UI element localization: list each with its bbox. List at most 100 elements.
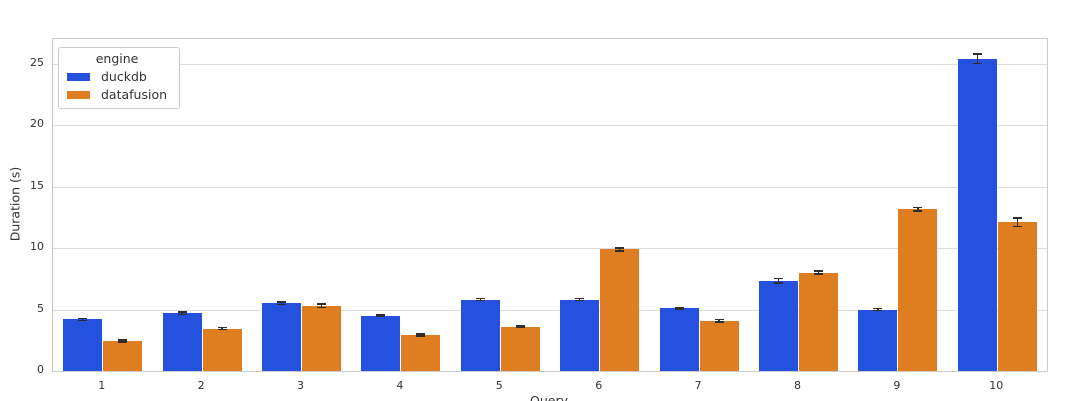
errorbar-cap-top bbox=[873, 307, 883, 310]
errorbar-cap-top bbox=[674, 306, 684, 309]
errorbar-datafusion-q10 bbox=[1016, 217, 1019, 227]
bar-datafusion-q7 bbox=[699, 320, 739, 371]
gridline-y10 bbox=[53, 248, 1047, 250]
bar-datafusion-q2 bbox=[202, 328, 242, 371]
plot-area bbox=[52, 38, 1048, 372]
errorbar-cap-bottom bbox=[475, 299, 485, 302]
errorbar-cap-top bbox=[913, 206, 923, 209]
duckdb-color-swatch bbox=[67, 72, 90, 81]
bar-datafusion-q5 bbox=[500, 326, 540, 371]
errorbar-datafusion-q7 bbox=[718, 319, 720, 322]
legend-label-duckdb: duckdb bbox=[101, 69, 147, 84]
bar-datafusion-q9 bbox=[898, 209, 938, 371]
bar-datafusion-q8 bbox=[799, 272, 838, 371]
bar-duckdb-q7 bbox=[659, 308, 699, 371]
x-tick-3: 3 bbox=[297, 379, 304, 392]
y-tick-20: 20 bbox=[30, 117, 44, 131]
errorbar-cap-bottom bbox=[913, 210, 923, 213]
errorbar-cap-bottom bbox=[515, 326, 525, 329]
errorbar-duckdb-q5 bbox=[479, 298, 482, 301]
x-tick-1: 1 bbox=[98, 379, 106, 392]
x-axis-label: Query bbox=[530, 393, 568, 401]
y-tick-0: 0 bbox=[37, 363, 44, 376]
errorbar-cap-bottom bbox=[615, 249, 625, 252]
bar-duckdb-q8 bbox=[759, 280, 798, 371]
errorbar-cap-bottom bbox=[317, 306, 326, 309]
errorbar-cap-bottom bbox=[277, 303, 286, 306]
gridline-y5 bbox=[53, 309, 1047, 311]
x-tick-9: 9 bbox=[893, 379, 901, 392]
x-tick-7: 7 bbox=[694, 379, 702, 392]
x-tick-10: 10 bbox=[989, 379, 1004, 392]
x-tick-2: 2 bbox=[197, 379, 205, 392]
errorbar-cap-bottom bbox=[774, 282, 783, 284]
errorbar-cap-top bbox=[475, 297, 485, 300]
y-tick-10: 10 bbox=[30, 240, 44, 254]
errorbar-duckdb-q6 bbox=[578, 298, 581, 301]
errorbar-datafusion-q6 bbox=[618, 247, 621, 251]
x-tick-6: 6 bbox=[595, 379, 603, 392]
legend-entry-datafusion: datafusion bbox=[67, 87, 167, 102]
errorbar-cap-bottom bbox=[217, 328, 227, 331]
bar-duckdb-q2 bbox=[162, 313, 202, 371]
errorbar-cap-bottom bbox=[814, 273, 823, 275]
errorbar-cap-top bbox=[615, 246, 625, 249]
errorbar-cap-bottom bbox=[575, 299, 585, 302]
errorbar-cap-top bbox=[1012, 217, 1022, 219]
errorbar-cap-top bbox=[277, 301, 286, 303]
bar-duckdb-q5 bbox=[460, 299, 500, 371]
bar-duckdb-q3 bbox=[262, 303, 301, 371]
errorbar-datafusion-q1 bbox=[121, 340, 124, 342]
errorbar-duckdb-q1 bbox=[81, 318, 84, 321]
errorbar-cap-bottom bbox=[1012, 225, 1022, 228]
errorbar-duckdb-q10 bbox=[976, 53, 979, 64]
bar-datafusion-q4 bbox=[401, 334, 441, 371]
errorbar-duckdb-q8 bbox=[777, 278, 780, 283]
errorbar-cap-bottom bbox=[416, 334, 426, 337]
errorbar-datafusion-q9 bbox=[917, 207, 919, 212]
errorbar-cap-top bbox=[575, 297, 585, 300]
errorbar-duckdb-q3 bbox=[280, 302, 283, 305]
legend-entry-duckdb: duckdb bbox=[67, 69, 167, 84]
gridline-y25 bbox=[53, 63, 1047, 65]
errorbar-cap-top bbox=[177, 311, 187, 313]
bar-duckdb-q1 bbox=[63, 319, 103, 371]
bar-datafusion-q6 bbox=[600, 249, 640, 371]
errorbar-cap-bottom bbox=[873, 309, 883, 312]
y-tick-15: 15 bbox=[30, 178, 44, 192]
bar-datafusion-q10 bbox=[997, 222, 1037, 371]
errorbar-cap-top bbox=[774, 277, 783, 280]
errorbar-cap-bottom bbox=[177, 313, 187, 316]
errorbar-cap-top bbox=[317, 303, 326, 305]
y-tick-25: 25 bbox=[30, 55, 44, 69]
errorbar-cap-top bbox=[814, 270, 823, 272]
gridline-y20 bbox=[53, 125, 1047, 127]
errorbar-cap-top bbox=[376, 314, 386, 316]
errorbar-cap-top bbox=[972, 52, 982, 55]
errorbar-cap-bottom bbox=[78, 319, 88, 322]
errorbar-cap-bottom bbox=[674, 308, 684, 310]
errorbar-cap-bottom bbox=[972, 62, 982, 65]
errorbar-cap-bottom bbox=[376, 315, 386, 318]
legend-title: engine bbox=[95, 51, 139, 66]
errorbar-datafusion-q4 bbox=[420, 333, 422, 336]
x-tick-5: 5 bbox=[495, 379, 503, 392]
x-tick-8: 8 bbox=[794, 379, 801, 392]
legend-label-datafusion: datafusion bbox=[101, 87, 168, 102]
errorbar-cap-top bbox=[714, 318, 724, 321]
errorbar-cap-top bbox=[416, 332, 426, 335]
y-tick-5: 5 bbox=[37, 301, 44, 315]
x-tick-4: 4 bbox=[396, 379, 404, 392]
errorbar-cap-top bbox=[217, 326, 227, 329]
errorbar-duckdb-q7 bbox=[678, 307, 680, 310]
errorbar-duckdb-q2 bbox=[181, 311, 183, 315]
bar-datafusion-q1 bbox=[103, 340, 143, 371]
datafusion-color-swatch bbox=[67, 90, 90, 99]
errorbar-cap-top bbox=[118, 339, 128, 341]
bar-datafusion-q3 bbox=[302, 305, 341, 371]
errorbar-cap-top bbox=[78, 317, 88, 320]
bar-duckdb-q6 bbox=[560, 299, 600, 371]
errorbar-datafusion-q3 bbox=[320, 303, 323, 308]
errorbar-datafusion-q5 bbox=[519, 325, 522, 328]
